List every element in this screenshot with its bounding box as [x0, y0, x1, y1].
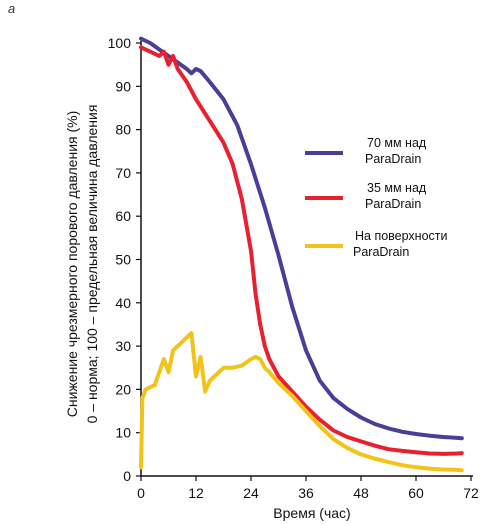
legend-label-1-line1: 35 мм над: [367, 181, 427, 195]
y-tick-label: 50: [115, 252, 131, 268]
y-axis-label-line2: 0 – норма; 100 – предельная величина дав…: [84, 105, 100, 424]
y-tick-label: 10: [115, 425, 131, 441]
legend-label-2-line1: На поверхности: [355, 229, 448, 243]
y-tick-label: 60: [115, 208, 131, 224]
x-tick-label: 72: [463, 485, 479, 501]
legend-label-0-line1: 70 мм над: [367, 136, 427, 150]
axes: [136, 41, 473, 481]
tick-labels: 0 12 24 36 48 60 72 0 10 20 30 40 50 60 70 80 90 100: [108, 35, 479, 501]
legend-label-1-line2: ParaDrain: [365, 197, 421, 211]
panel-label: a: [8, 1, 15, 16]
legend: 70 мм над ParaDrain 35 мм над ParaDrain На п…: [305, 136, 448, 259]
x-tick-label: 0: [137, 485, 145, 501]
y-tick-label: 0: [123, 468, 131, 484]
x-tick-label: 48: [353, 485, 369, 501]
series-line-2: [139, 331, 464, 473]
y-tick-label: 70: [115, 165, 131, 181]
y-tick-label: 100: [108, 35, 132, 51]
series-line-0: [139, 36, 464, 441]
x-tick-label: 24: [243, 485, 259, 501]
legend-label-0-line2: ParaDrain: [365, 152, 421, 166]
y-axis-label-line1: Снижение чрезмерного порового давления (…: [64, 111, 80, 418]
y-tick-label: 40: [115, 295, 131, 311]
y-tick-label: 20: [115, 381, 131, 397]
y-tick-label: 90: [115, 78, 131, 94]
legend-label-2-line2: ParaDrain: [353, 245, 409, 259]
series-line-1: [139, 45, 464, 456]
x-axis-label: Время (час): [273, 505, 350, 521]
x-tick-label: 36: [298, 485, 314, 501]
x-tick-label: 12: [188, 485, 204, 501]
x-tick-label: 60: [408, 485, 424, 501]
y-tick-label: 30: [115, 338, 131, 354]
series-lines: [139, 36, 464, 473]
y-tick-label: 80: [115, 122, 131, 138]
